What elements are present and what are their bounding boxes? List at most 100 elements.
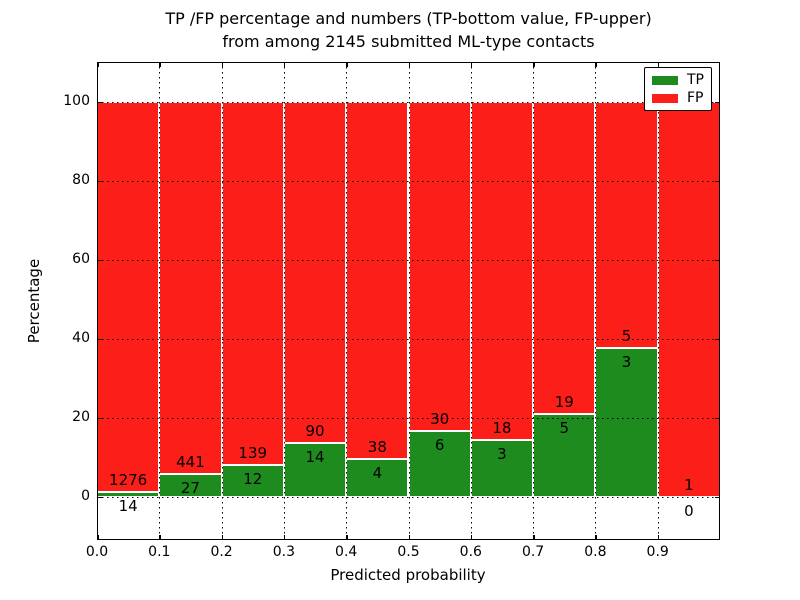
x-tick-top	[595, 62, 597, 67]
fp-count-annotation: 38	[367, 437, 387, 456]
tp-bar-segment	[346, 458, 409, 497]
fp-bar-segment	[595, 101, 658, 349]
x-tick-top	[533, 62, 535, 67]
fp-count-annotation: 30	[430, 409, 450, 428]
tp-bar-segment	[533, 414, 596, 497]
tp-count-annotation: 14	[305, 448, 325, 467]
y-tick-left	[97, 101, 102, 103]
fp-count-annotation: 1276	[109, 471, 148, 490]
legend-label: TP	[687, 72, 704, 88]
fp-count-annotation: 139	[238, 444, 268, 463]
x-tick-top	[470, 62, 473, 67]
x-tick-bottom	[595, 535, 597, 540]
fp-bar-segment	[408, 101, 471, 431]
legend: TP FP	[644, 67, 712, 111]
fp-bar-segment	[221, 101, 284, 466]
chart-title: TP /FP percentage and numbers (TP-bottom…	[97, 7, 720, 53]
fp-bar-segment	[533, 101, 596, 415]
y-tick-label: 60	[72, 251, 90, 268]
vertical-gridline	[159, 62, 161, 540]
x-tick-label: 0.9	[646, 544, 669, 560]
vertical-gridline	[408, 62, 410, 540]
vertical-gridline	[470, 62, 472, 540]
x-tick-top	[346, 62, 348, 67]
tp-count-annotation: 0	[684, 501, 694, 520]
vertical-gridline	[595, 62, 597, 540]
x-tick-bottom	[283, 535, 286, 540]
x-tick-bottom	[346, 535, 348, 540]
x-tick-label: 0.8	[584, 544, 607, 560]
y-tick-left	[97, 180, 102, 182]
x-tick-label: 0.3	[272, 544, 296, 560]
y-tick-right	[715, 101, 720, 103]
x-tick-label: 0.5	[397, 544, 420, 560]
y-tick-left	[97, 259, 102, 262]
fp-count-annotation: 1	[684, 475, 694, 494]
vertical-gridline	[346, 62, 348, 540]
fp-bar-segment	[346, 101, 409, 459]
fp-bar-segment	[283, 101, 347, 444]
vertical-gridline	[533, 62, 535, 540]
tp-count-annotation: 14	[118, 497, 138, 516]
fp-count-annotation: 5	[621, 327, 632, 346]
y-tick-label: 20	[72, 409, 90, 426]
tp-bar-segment	[595, 348, 658, 497]
x-tick-top	[97, 62, 99, 67]
y-tick-right	[715, 338, 720, 341]
x-tick-label: 0.6	[459, 544, 482, 560]
fp-bar-segment	[657, 101, 720, 497]
y-tick-left	[97, 338, 102, 341]
fp-count-annotation: 18	[492, 419, 512, 438]
x-tick-label: 0.7	[521, 544, 545, 560]
y-tick-right	[715, 417, 720, 420]
y-tick-label: 80	[72, 172, 90, 188]
x-tick-label: 0.0	[85, 544, 109, 560]
fp-bar-segment	[97, 101, 160, 493]
tp-count-annotation: 6	[434, 435, 445, 454]
y-tick-label: 0	[81, 488, 90, 505]
fp-count-annotation: 90	[305, 422, 325, 441]
y-tick-right	[715, 496, 720, 499]
tp-count-annotation: 4	[372, 463, 383, 482]
tp-bar-segment	[408, 430, 471, 497]
plot-area: 1276 14 441 27 139 12 90 14 38 4 30 6 18 3 19 5 5 3 1 0 TP F…	[97, 62, 720, 540]
tp-count-annotation: 3	[621, 353, 632, 372]
x-tick-bottom	[159, 535, 161, 540]
x-tick-bottom	[657, 535, 660, 540]
tp-count-annotation: 3	[497, 445, 507, 464]
fp-count-annotation: 19	[554, 393, 574, 412]
fp-count-annotation: 441	[176, 452, 205, 471]
tp-bar-segment	[470, 440, 534, 497]
y-tick-left	[97, 496, 102, 499]
x-tick-label: 0.1	[148, 544, 171, 560]
vertical-gridline	[283, 62, 285, 540]
x-tick-top	[159, 62, 161, 67]
tp-count-annotation: 27	[180, 478, 200, 497]
tp-count-annotation: 12	[243, 470, 263, 489]
x-tick-top	[283, 62, 286, 67]
y-tick-right	[715, 259, 720, 262]
vertical-gridline	[657, 62, 659, 540]
vertical-gridline	[221, 62, 223, 540]
chart-title-line2: from among 2145 submitted ML-type contac…	[222, 32, 595, 51]
fp-bar-segment	[470, 101, 534, 441]
legend-entry: FP	[652, 91, 704, 105]
x-tick-bottom	[408, 535, 410, 540]
y-tick-left	[97, 417, 102, 420]
x-tick-label: 0.4	[335, 544, 358, 560]
fp-legend-swatch	[652, 93, 678, 103]
legend-label: FP	[687, 90, 704, 106]
x-tick-top	[221, 62, 224, 67]
tp-count-annotation: 5	[559, 419, 570, 438]
y-tick-label: 100	[63, 93, 90, 109]
y-tick-right	[715, 180, 720, 182]
x-tick-bottom	[533, 535, 535, 540]
legend-entry: TP	[652, 73, 704, 87]
x-tick-bottom	[221, 535, 224, 540]
x-tick-top	[657, 62, 660, 67]
x-tick-bottom	[470, 535, 473, 540]
x-tick-bottom	[97, 535, 99, 540]
chart-title-line1: TP /FP percentage and numbers (TP-bottom…	[165, 9, 652, 28]
y-tick-label: 40	[72, 330, 90, 347]
